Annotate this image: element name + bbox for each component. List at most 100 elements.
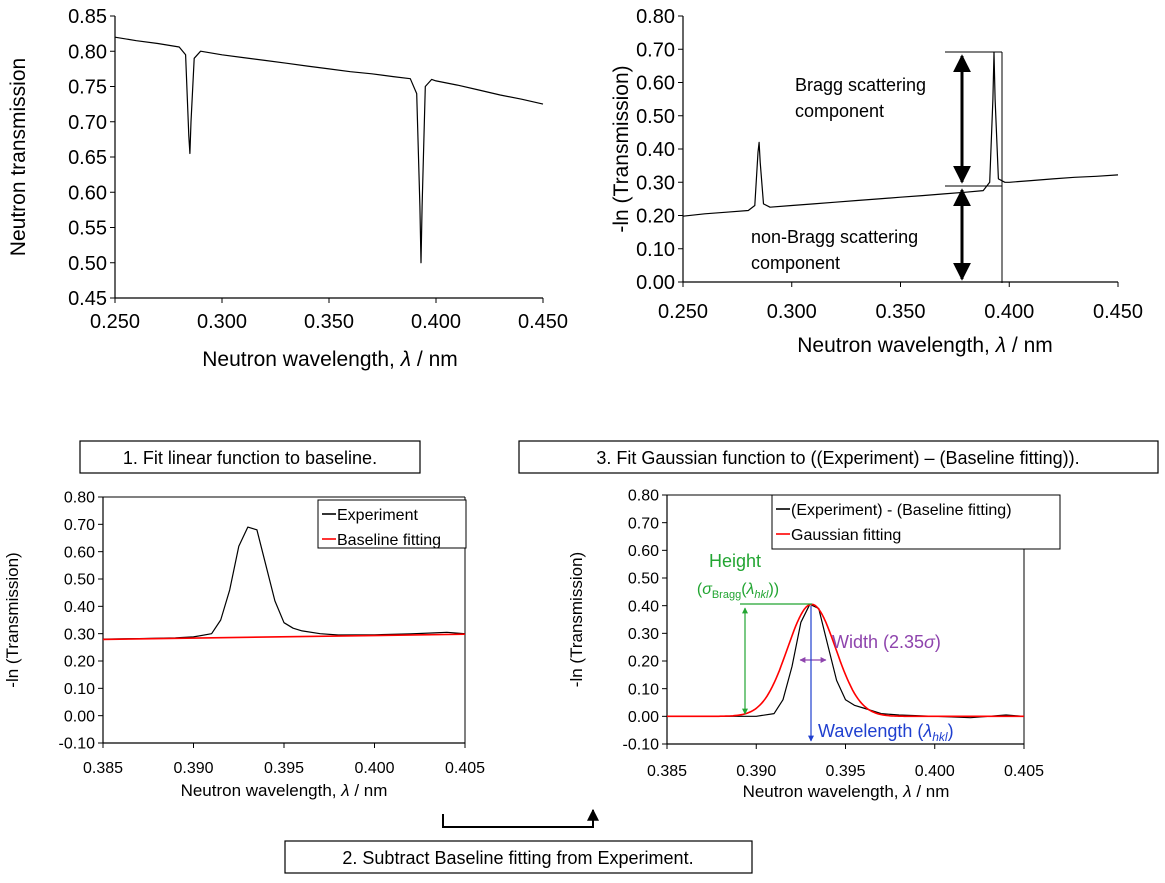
y-tick-label: 0.60 — [628, 543, 659, 560]
x-axis-label: Neutron wavelength, λ / nm — [202, 348, 458, 371]
x-tick-label: 0.390 — [736, 763, 776, 780]
y-tick-label: -0.10 — [59, 736, 96, 753]
height-formula: (σBragg(λhkl)) — [697, 581, 779, 601]
series-line-0 — [682, 51, 1119, 217]
y-tick-label: 0.20 — [636, 206, 675, 228]
step1-box: 1. Fit linear function to baseline. — [79, 440, 421, 474]
series-line-1 — [102, 633, 466, 641]
y-tick-label: 0.00 — [636, 272, 675, 294]
y-tick-label: 0.70 — [628, 515, 659, 532]
legend: Experiment Baseline fitting — [317, 499, 467, 549]
bragg-label-line1: Bragg scattering — [795, 75, 926, 95]
y-axis-label: -ln (Transmission) — [567, 552, 586, 687]
y-tick-label: 0.10 — [636, 239, 675, 261]
y-tick-label: 0.80 — [68, 41, 107, 63]
series-line-1 — [667, 603, 1024, 718]
axes-frame — [114, 16, 543, 299]
legend-label: (Experiment) - (Baseline fitting) — [791, 502, 1012, 519]
y-tick-label: 0.00 — [64, 708, 95, 725]
y-tick-label: 0.20 — [64, 654, 95, 671]
y-tick-label: 0.30 — [628, 626, 659, 643]
x-tick-label: 0.250 — [658, 301, 708, 323]
y-tick-label: 0.30 — [636, 172, 675, 194]
y-tick-label: 0.70 — [68, 112, 107, 134]
x-tick-label: 0.400 — [354, 760, 394, 777]
x-tick-label: 0.385 — [83, 760, 123, 777]
wavelength-label: Wavelength (λhkl) — [818, 721, 954, 744]
y-tick-label: 0.50 — [628, 571, 659, 588]
x-tick-label: 0.405 — [445, 760, 485, 777]
y-tick-label: 0.30 — [64, 626, 95, 643]
step3-box: 3. Fit Gaussian function to ((Experiment… — [518, 440, 1159, 474]
width-label: Width (2.35σ) — [832, 632, 941, 652]
step3-text: 3. Fit Gaussian function to ((Experiment… — [596, 448, 1079, 468]
legend-label: Gaussian fitting — [791, 527, 901, 544]
gaussian-fit-chart: 0.385 0.390 0.395 0.400 0.405 -0.10 0.00 0.10 0.… — [567, 488, 1061, 801]
height-label: Height — [709, 551, 761, 571]
bragg-annotations: Bragg scattering component non-Bragg sca… — [751, 51, 1003, 283]
y-axis-label: -ln (Transmission) — [3, 552, 22, 687]
y-tick-label: 0.60 — [636, 73, 675, 95]
x-axis-label: Neutron wavelength, λ / nm — [797, 334, 1053, 357]
y-tick-label: 0.50 — [64, 572, 95, 589]
y-tick-label: 0.60 — [68, 182, 107, 204]
x-tick-label: 0.450 — [518, 311, 568, 333]
x-tick-label: 0.400 — [915, 763, 955, 780]
legend-box — [317, 499, 467, 549]
x-tick-label: 0.300 — [197, 311, 247, 333]
y-tick-label: 0.40 — [64, 599, 95, 616]
y-tick-label: 0.50 — [636, 106, 675, 128]
x-tick-label: 0.350 — [304, 311, 354, 333]
y-tick-label: 0.85 — [68, 6, 107, 28]
bragg-label-line2: component — [795, 101, 884, 121]
baseline-fit-chart: 0.385 0.390 0.395 0.400 0.405 -0.10 0.00 0.10 0.… — [3, 490, 485, 800]
y-tick-label: 0.50 — [68, 253, 107, 275]
step1-text: 1. Fit linear function to baseline. — [123, 448, 377, 468]
y-tick-label: 0.70 — [636, 39, 675, 61]
y-tick-label: 0.80 — [628, 488, 659, 505]
x-axis-label: Neutron wavelength, λ / nm — [181, 781, 388, 800]
x-tick-label: 0.405 — [1004, 763, 1044, 780]
series-line-0 — [102, 526, 466, 640]
x-tick-label: 0.250 — [90, 311, 140, 333]
y-tick-label: 0.00 — [628, 709, 659, 726]
x-tick-label: 0.395 — [264, 760, 304, 777]
y-tick-label: 0.75 — [68, 77, 107, 99]
y-tick-label: 0.60 — [64, 544, 95, 561]
y-tick-label: -0.10 — [623, 737, 660, 754]
y-tick-label: 0.45 — [68, 288, 107, 310]
non-bragg-label-line1: non-Bragg scattering — [751, 227, 918, 247]
x-tick-label: 0.350 — [875, 301, 925, 323]
y-tick-label: 0.40 — [636, 139, 675, 161]
step2-box: 2. Subtract Baseline fitting from Experi… — [284, 840, 753, 874]
x-tick-label: 0.395 — [825, 763, 865, 780]
x-tick-label: 0.400 — [984, 301, 1034, 323]
x-tick-label: 0.300 — [767, 301, 817, 323]
x-tick-label: 0.390 — [173, 760, 213, 777]
y-tick-label: 0.80 — [64, 490, 95, 507]
y-tick-label: 0.80 — [636, 6, 675, 28]
y-axis-label: Neutron transmission — [7, 58, 30, 256]
y-tick-label: 0.20 — [628, 654, 659, 671]
x-tick-label: 0.385 — [647, 763, 687, 780]
series-line-0 — [114, 36, 544, 264]
y-tick-label: 0.55 — [68, 218, 107, 240]
y-tick-label: 0.10 — [628, 681, 659, 698]
legend-box — [771, 494, 1061, 550]
step2-connector-arrow — [442, 808, 599, 828]
non-bragg-label-line2: component — [751, 253, 840, 273]
x-tick-label: 0.450 — [1093, 301, 1143, 323]
y-axis-label: -ln (Transmission) — [610, 65, 633, 232]
ln-transmission-chart: 0.250 0.300 0.350 0.400 0.450 0.00 0.10 0.20 0.3… — [610, 6, 1143, 357]
legend-label: Baseline fitting — [337, 532, 441, 549]
y-tick-label: 0.65 — [68, 147, 107, 169]
legend: (Experiment) - (Baseline fitting) Gaussia… — [771, 494, 1061, 550]
y-tick-label: 0.70 — [64, 517, 95, 534]
x-axis-label: Neutron wavelength, λ / nm — [743, 782, 950, 801]
legend-label: Experiment — [337, 507, 418, 524]
y-tick-label: 0.10 — [64, 681, 95, 698]
step2-text: 2. Subtract Baseline fitting from Experi… — [342, 848, 693, 868]
transmission-chart: 0.250 0.300 0.350 0.400 0.450 0.45 0.50 0.55 0.6… — [7, 6, 568, 371]
x-tick-label: 0.400 — [411, 311, 461, 333]
